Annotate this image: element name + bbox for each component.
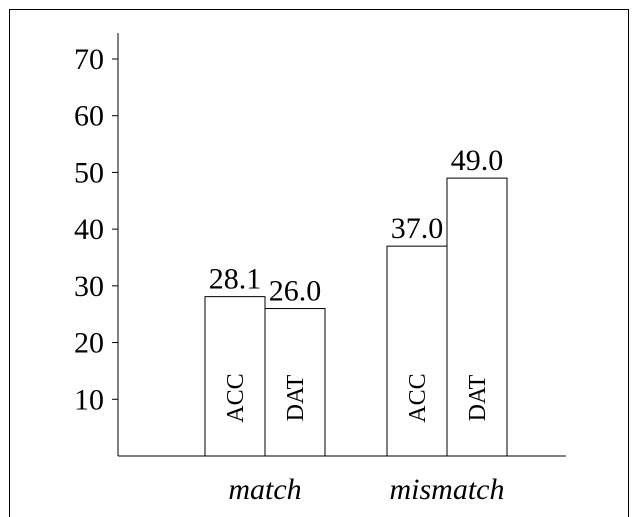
y-tick-label: 10 xyxy=(74,383,104,416)
y-tick-label: 20 xyxy=(74,327,104,360)
y-tick-label: 50 xyxy=(74,156,104,189)
bar-value-label: 26.0 xyxy=(269,275,322,308)
bar-series-label: DAT xyxy=(465,374,491,421)
y-tick-label: 30 xyxy=(74,270,104,303)
chart-frame xyxy=(9,9,629,517)
category-label: mismatch xyxy=(390,473,505,506)
y-tick-label: 60 xyxy=(74,100,104,133)
bar-value-label: 49.0 xyxy=(451,144,504,177)
bar-series-label: ACC xyxy=(405,373,431,422)
bar-value-label: 37.0 xyxy=(391,212,444,245)
bars: 28.1 ACC 26.0 DAT 37.0 ACC 49.0 DAT xyxy=(204,144,508,457)
bar-series-label: ACC xyxy=(223,373,249,422)
x-axis-categories: match mismatch xyxy=(228,473,504,506)
bar xyxy=(446,177,508,457)
bar xyxy=(386,245,448,457)
bar xyxy=(264,308,326,457)
category-label: match xyxy=(228,473,301,506)
bar-series-label: DAT xyxy=(283,374,309,421)
bar-value-label: 28.1 xyxy=(209,263,262,296)
y-tick-label: 40 xyxy=(74,213,104,246)
y-tick-label: 70 xyxy=(74,43,104,76)
y-axis-ticks: 10 20 30 40 50 60 70 xyxy=(74,43,118,416)
